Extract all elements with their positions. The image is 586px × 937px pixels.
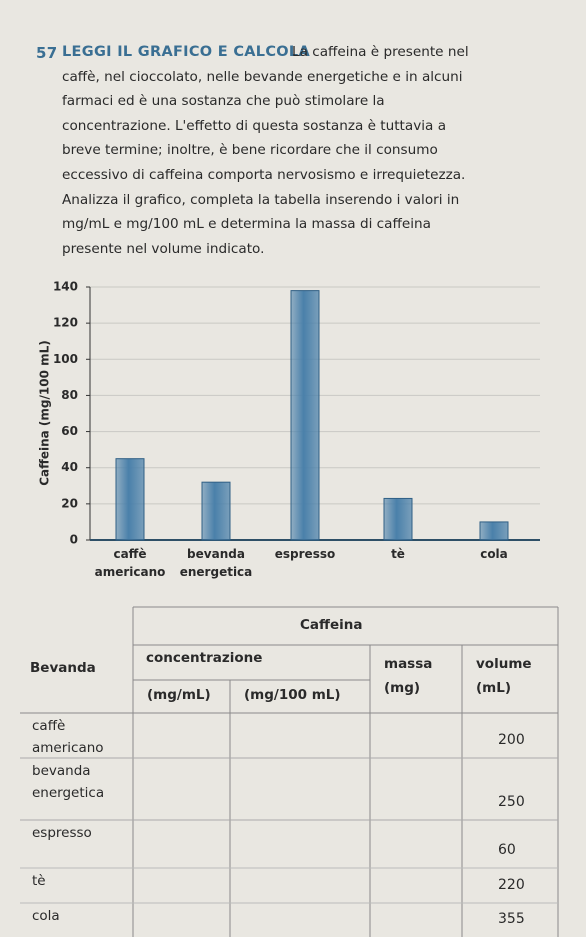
text-line: mg/mL e mg/100 mL e determina la massa d… [62,216,431,233]
x-tick-label: tè [391,547,405,561]
text-line: breve termine; inoltre, è bene ricordare… [62,142,438,159]
table-header: volume (mL) [476,656,532,696]
row-label: cola [32,908,60,924]
bar [290,290,320,541]
row-label: tè [32,873,46,889]
row-volume: 60 [498,842,516,858]
row-volume: 220 [498,877,525,893]
y-tick-label: 20 [61,496,78,510]
y-tick-label: 100 [53,352,78,366]
y-axis-label: Caffeina (mg/100 mL) [38,340,52,486]
y-tick-label: 140 [53,280,78,294]
table-header: (mg/mL) [147,687,211,703]
table-grid [20,606,559,937]
y-tick-label: 80 [61,388,78,402]
exercise-number: 57 [36,44,58,62]
text-line: La caffeina è presente nel [292,44,469,60]
table-header: Caffeina [300,617,363,633]
row-volume: 250 [498,794,525,810]
text-line: concentrazione. L'effetto di questa sost… [62,117,447,134]
text-line: eccessivo di caffeina comporta nervosism… [62,167,466,183]
text-line: farmaci ed è una sostanza che può stimol… [62,93,385,110]
text-line: presente nel volume indicato. [62,240,265,257]
x-tick-label: cola [480,547,508,561]
x-tick-label: espresso [274,547,336,561]
bar [115,458,145,541]
text-line: caffè, nel cioccolato, nelle bevande ene… [62,68,463,85]
exercise-heading: LEGGI IL GRAFICO E CALCOLA [62,44,310,60]
y-tick-label: 60 [61,424,78,438]
row-label: caffè americano [32,718,104,756]
text-line: Analizza il grafico, completa la tabella… [62,191,460,208]
bar [479,521,509,541]
y-tick-label: 40 [61,460,78,474]
bar [383,497,413,541]
row-label: bevanda energetica [32,763,105,801]
row-volume: 355 [498,911,525,927]
x-tick-label: bevanda energetica [179,547,253,579]
y-tick-label: 120 [53,316,78,330]
table-header: Bevanda [30,660,96,676]
row-label: espresso [32,825,92,841]
x-tick-label: caffè americano [94,547,166,579]
table-header: concentrazione [146,650,263,666]
table-header: massa (mg) [384,656,433,696]
row-volume: 200 [498,732,525,748]
bar [201,481,231,541]
table-header: (mg/100 mL) [244,687,341,703]
y-tick-label: 0 [70,533,78,547]
